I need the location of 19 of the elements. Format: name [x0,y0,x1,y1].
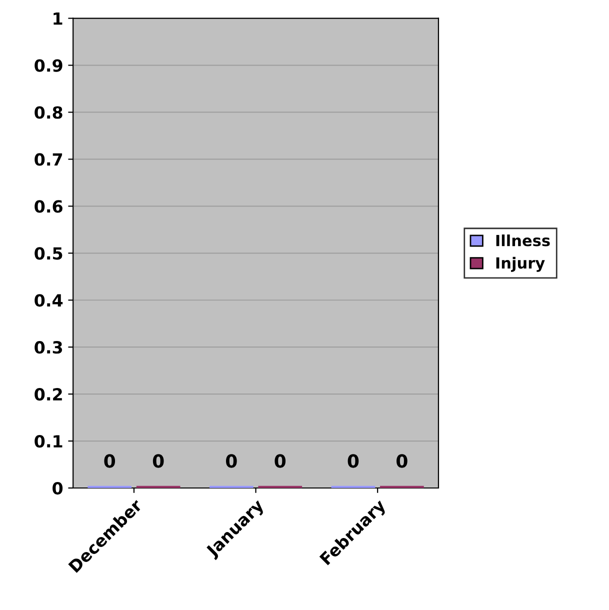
legend-label: Injury [496,256,545,272]
data-label: 0 [152,454,164,468]
data-label: 0 [274,454,286,468]
y-tick-label: 1 [54,12,62,25]
y-tick-label: 0.7 [34,153,62,166]
y-tick-label: 0.2 [34,388,62,401]
y-tick-label: 0.5 [34,247,62,260]
y-tick-label: 0 [52,482,63,495]
data-label: 0 [348,454,359,468]
data-label: 0 [396,454,408,468]
legend-label: Illness [496,234,550,246]
y-tick-label: 0.3 [34,341,62,354]
data-label: 0 [226,454,237,468]
y-tick-label: 0.9 [34,59,62,72]
y-tick-label: 0.6 [34,200,62,213]
data-label: 0 [104,454,116,468]
y-tick-label: 0.4 [34,294,63,307]
y-tick-label: 0.8 [34,106,62,119]
y-tick-label: 0.1 [34,434,62,448]
